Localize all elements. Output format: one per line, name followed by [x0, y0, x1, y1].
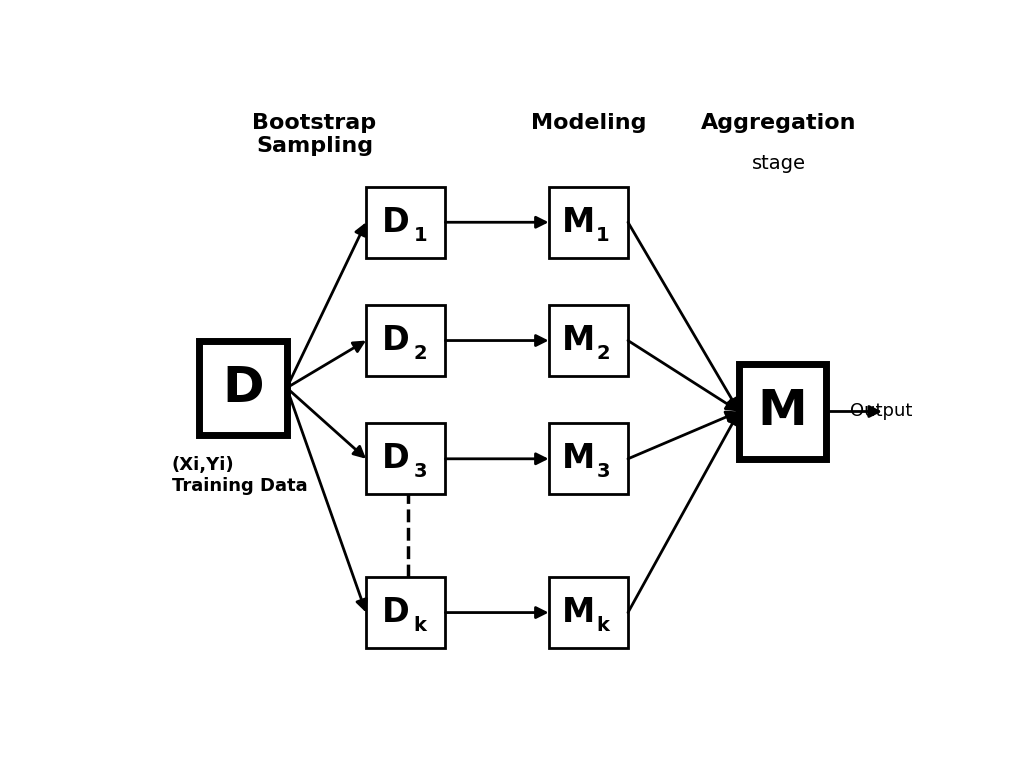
Text: M: M — [562, 324, 595, 357]
Text: M: M — [562, 596, 595, 629]
Text: Modeling: Modeling — [530, 113, 646, 133]
Text: D: D — [382, 324, 410, 357]
Bar — [200, 340, 287, 435]
Bar — [367, 187, 445, 258]
Text: M: M — [758, 388, 808, 435]
Text: M: M — [562, 206, 595, 239]
Text: 3: 3 — [414, 462, 427, 481]
Text: stage: stage — [752, 154, 806, 174]
Text: Bootstrap
Sampling: Bootstrap Sampling — [253, 113, 377, 156]
Bar — [549, 187, 628, 258]
Bar — [367, 423, 445, 495]
Bar — [367, 305, 445, 376]
Text: 3: 3 — [596, 462, 609, 481]
Text: D: D — [222, 364, 264, 412]
Text: Output: Output — [850, 402, 912, 421]
Text: k: k — [414, 616, 427, 635]
Bar — [549, 577, 628, 648]
Text: Aggregation: Aggregation — [701, 113, 856, 133]
Text: (Xi,Yi)
Training Data: (Xi,Yi) Training Data — [172, 456, 307, 495]
Bar — [549, 423, 628, 495]
Text: 2: 2 — [414, 344, 427, 362]
Text: 1: 1 — [414, 226, 427, 244]
Text: D: D — [382, 206, 410, 239]
Text: 1: 1 — [596, 226, 610, 244]
Text: k: k — [596, 616, 609, 635]
Text: 2: 2 — [596, 344, 610, 362]
Text: M: M — [562, 442, 595, 475]
Bar — [549, 305, 628, 376]
Text: D: D — [382, 596, 410, 629]
Bar — [367, 577, 445, 648]
Text: D: D — [382, 442, 410, 475]
Bar — [739, 364, 826, 458]
